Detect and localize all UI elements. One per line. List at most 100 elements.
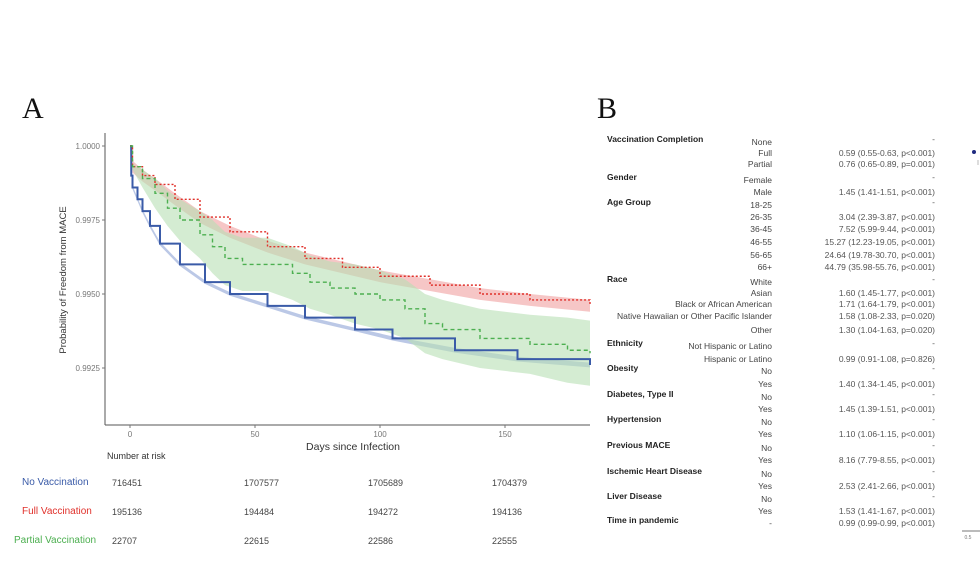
risk-value: 194136 xyxy=(492,507,523,517)
table-level: No xyxy=(761,366,772,376)
table-level: Yes xyxy=(758,379,772,389)
table-value: 24.64 (19.78-30.70, p<0.001) xyxy=(824,250,935,260)
risk-value: 1707577 xyxy=(244,478,280,488)
table-value: - xyxy=(932,197,935,207)
risk-value: 1704379 xyxy=(492,478,528,488)
table-level: Native Hawaiian or Other Pacific Islande… xyxy=(617,311,772,321)
risk-row-label: No Vaccination xyxy=(22,477,89,488)
table-value: 0.99 (0.99-0.99, p<0.001) xyxy=(838,518,935,528)
table-level: Yes xyxy=(758,404,772,414)
table-category: Hypertension xyxy=(607,414,662,424)
table-level: Female xyxy=(743,175,772,185)
x-tick-label: 100 xyxy=(373,430,387,439)
table-value: 7.52 (5.99-9.44, p<0.001) xyxy=(838,224,935,234)
table-category: Age Group xyxy=(607,197,651,207)
risk-table-title: Number at risk xyxy=(107,451,166,461)
survival-curve-full-vaccination xyxy=(130,145,591,306)
table-value: 1.30 (1.04-1.63, p=0.020) xyxy=(838,325,935,335)
table-value: 8.16 (7.79-8.55, p<0.001) xyxy=(838,455,935,465)
table-category: Liver Disease xyxy=(607,491,662,501)
table-level: 56-65 xyxy=(750,250,772,260)
x-axis-label: Days since Infection xyxy=(306,441,400,453)
risk-value: 1705689 xyxy=(368,478,404,488)
table-level: 18-25 xyxy=(750,200,772,210)
risk-value: 716451 xyxy=(112,478,143,488)
table-value: 1.60 (1.45-1.77, p<0.001) xyxy=(838,288,935,298)
table-category: Time in pandemic xyxy=(607,515,679,525)
table-level: Male xyxy=(753,187,772,197)
x-tick-label: 50 xyxy=(251,430,260,439)
table-value: 1.40 (1.34-1.45, p<0.001) xyxy=(838,379,935,389)
risk-value: 194484 xyxy=(244,507,275,517)
ci-band-partial-vaccination xyxy=(130,146,590,386)
table-value: - xyxy=(932,363,935,373)
table-value: 1.10 (1.06-1.15, p<0.001) xyxy=(838,429,935,439)
table-category: Ethnicity xyxy=(607,338,643,348)
panel-a-label: A xyxy=(22,92,44,125)
table-category: Vaccination Completion xyxy=(607,134,704,144)
risk-row-label: Full Vaccination xyxy=(22,506,92,517)
table-value: 15.27 (12.23-19.05, p<0.001) xyxy=(824,237,935,247)
table-value: 1.53 (1.41-1.67, p<0.001) xyxy=(838,506,935,516)
table-value: 1.45 (1.41-1.51, p<0.001) xyxy=(838,187,935,197)
table-value: 1.45 (1.39-1.51, p<0.001) xyxy=(838,404,935,414)
table-level: Partial xyxy=(747,159,772,169)
panel-b-label: B xyxy=(597,92,618,125)
ci-band-full-vaccination xyxy=(130,146,590,312)
table-value: 44.79 (35.98-55.76, p<0.001) xyxy=(824,262,935,272)
table-value: 0.59 (0.55-0.63, p<0.001) xyxy=(838,148,935,158)
table-level: Full xyxy=(758,148,772,158)
table-category: Gender xyxy=(607,172,637,182)
table-category: Obesity xyxy=(607,363,639,373)
table-value: 0.99 (0.91-1.08, p=0.826) xyxy=(838,354,935,364)
y-axis-label: Probability of Freedom from MACE xyxy=(58,206,69,353)
table-level: - xyxy=(769,518,772,528)
risk-row-label: Partial Vaccination xyxy=(14,535,97,546)
table-value: - xyxy=(932,466,935,476)
table-category: Diabetes, Type II xyxy=(607,389,674,399)
table-value: - xyxy=(932,389,935,399)
survival-curve-no-vaccination xyxy=(130,145,591,366)
risk-value: 22555 xyxy=(492,536,518,546)
forest-point xyxy=(972,150,976,154)
table-value: 3.04 (2.39-3.87, p<0.001) xyxy=(838,212,935,222)
risk-value: 22615 xyxy=(244,536,270,546)
table-level: Yes xyxy=(758,429,772,439)
table-level: White xyxy=(750,277,772,287)
y-tick-label: 1.0000 xyxy=(76,142,101,151)
table-level: No xyxy=(761,469,772,479)
table-level: Black or African American xyxy=(675,299,772,309)
table-value: - xyxy=(932,172,935,182)
table-level: Other xyxy=(750,325,772,335)
table-value: 2.53 (2.41-2.66, p<0.001) xyxy=(838,481,935,491)
y-tick-label: 0.9950 xyxy=(76,290,101,299)
table-level: Not Hispanic or Latino xyxy=(688,341,772,351)
table-level: 36-45 xyxy=(750,224,772,234)
table-value: - xyxy=(932,338,935,348)
risk-value: 195136 xyxy=(112,507,143,517)
table-level: No xyxy=(761,443,772,453)
table-category: Race xyxy=(607,274,628,284)
table-value: - xyxy=(932,414,935,424)
y-tick-label: 0.9975 xyxy=(76,216,101,225)
table-value: - xyxy=(932,274,935,284)
table-value: 0.76 (0.65-0.89, p=0.001) xyxy=(838,159,935,169)
y-tick-label: 0.9925 xyxy=(76,364,101,373)
risk-value: 22707 xyxy=(112,536,138,546)
table-level: Yes xyxy=(758,455,772,465)
table-level: 46-55 xyxy=(750,237,772,247)
table-level: No xyxy=(761,392,772,402)
x-tick-label: 150 xyxy=(498,430,512,439)
x-tick-label: 0 xyxy=(128,430,133,439)
table-category: Previous MACE xyxy=(607,440,671,450)
table-category: Ischemic Heart Disease xyxy=(607,466,702,476)
table-value: - xyxy=(932,134,935,144)
table-level: 26-35 xyxy=(750,212,772,222)
table-value: - xyxy=(932,491,935,501)
forest-axis-tick-label: 0.5 xyxy=(965,535,972,541)
table-value: - xyxy=(932,440,935,450)
table-level: No xyxy=(761,494,772,504)
table-level: 66+ xyxy=(757,262,772,272)
table-level: None xyxy=(751,137,772,147)
